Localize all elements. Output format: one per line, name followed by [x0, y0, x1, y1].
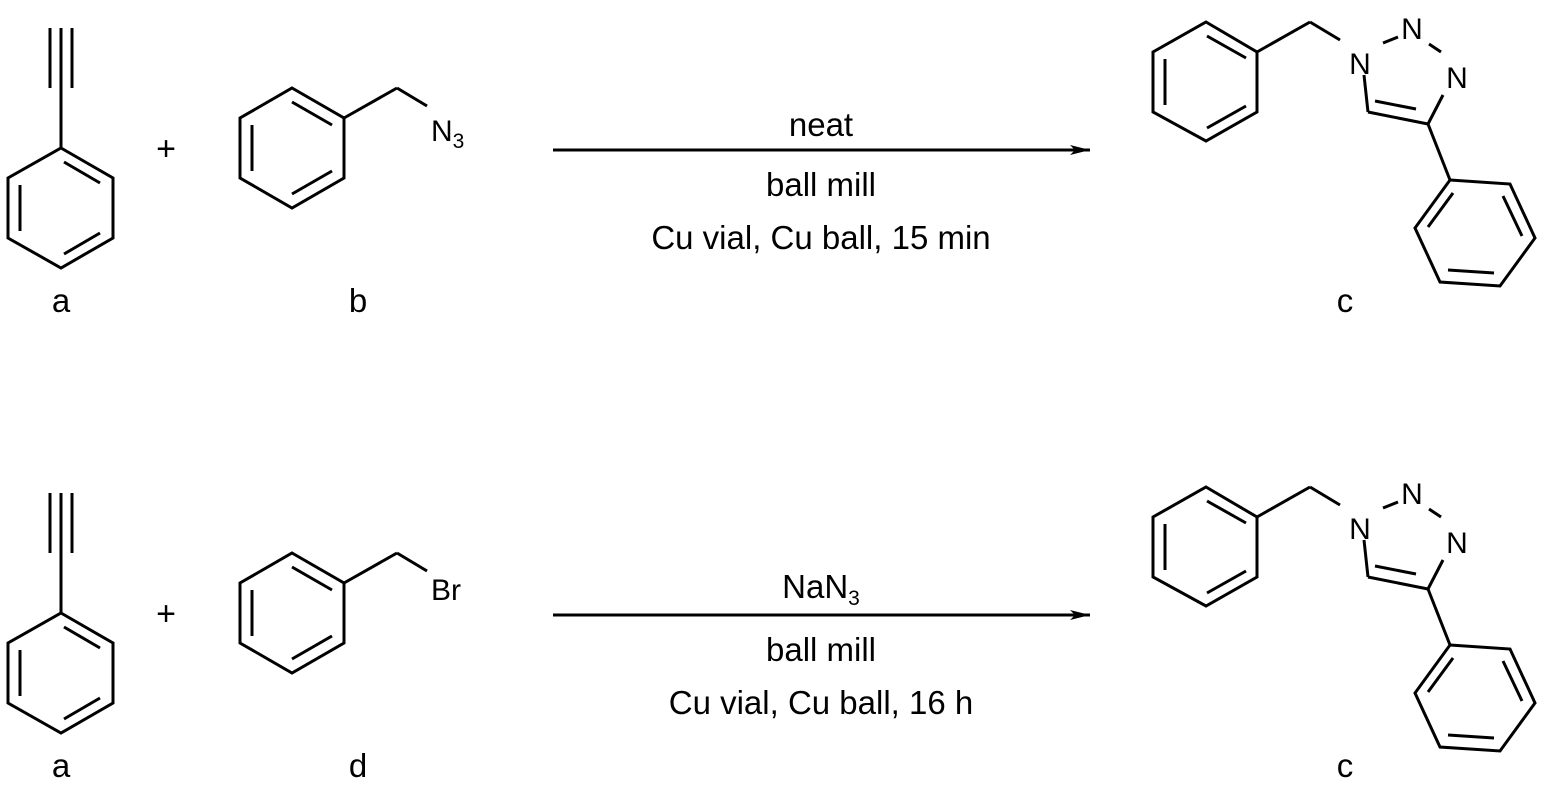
compound-label-a: a	[52, 747, 71, 784]
triazole-product-structure	[1151, 20, 1537, 288]
condition-below-1: ball mill	[766, 166, 876, 203]
condition-below-1: ball mill	[766, 631, 876, 668]
compound-label-b: b	[349, 282, 367, 319]
bromide-group: Br	[431, 574, 461, 607]
compound-label-a: a	[52, 282, 71, 319]
reaction-2: a + Br d NaN3 ball mill Cu vial, Cu ball…	[6, 478, 1537, 784]
condition-below-2: Cu vial, Cu ball, 15 min	[651, 219, 990, 256]
phenylacetylene-structure	[6, 26, 115, 270]
atom-n3: N	[1446, 62, 1468, 95]
atom-n2: N	[1401, 13, 1423, 46]
condition-below-2: Cu vial, Cu ball, 16 h	[669, 684, 974, 721]
benzyl-structure	[238, 86, 429, 210]
atom-n2: N	[1401, 478, 1423, 511]
plus-sign: +	[156, 130, 176, 168]
plus-sign: +	[156, 595, 176, 633]
condition-above: NaN3	[782, 568, 860, 610]
compound-label-c: c	[1337, 282, 1354, 319]
atom-n3: N	[1446, 527, 1468, 560]
compound-label-c: c	[1337, 747, 1354, 784]
atom-n1: N	[1349, 48, 1371, 81]
condition-above: neat	[789, 106, 853, 143]
atom-n1: N	[1349, 513, 1371, 546]
azide-group: N3	[431, 115, 464, 153]
benzyl-structure	[238, 551, 429, 675]
compound-label-d: d	[349, 747, 367, 784]
triazole-product-structure	[1151, 485, 1537, 753]
reaction-1: a + N3 b neat ball mill Cu vial, Cu ball…	[6, 13, 1537, 319]
phenylacetylene-structure	[6, 491, 115, 735]
